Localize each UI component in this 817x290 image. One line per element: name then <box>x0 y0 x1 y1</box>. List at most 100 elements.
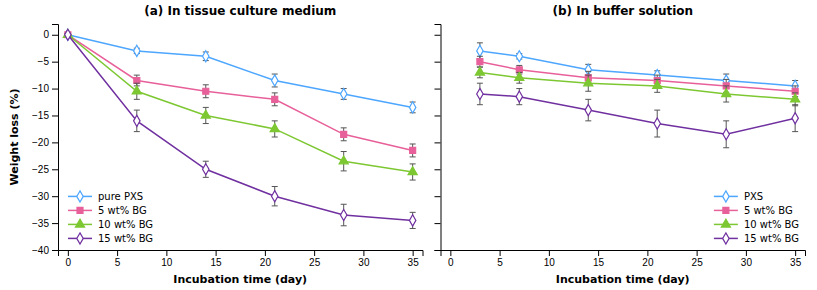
tick: −20 <box>32 137 58 148</box>
axis-line <box>441 251 806 257</box>
tick-label: 35 <box>408 257 420 268</box>
tick <box>435 223 441 224</box>
error-bar <box>272 74 278 87</box>
point <box>272 191 278 202</box>
point <box>585 105 591 116</box>
tick-mark <box>117 250 118 256</box>
point <box>340 209 346 220</box>
tick-mark <box>52 142 58 143</box>
tick-mark <box>435 223 441 224</box>
legend-entry: 15 wt% BG <box>714 233 799 244</box>
tick: 0 <box>448 250 454 268</box>
legend-marker <box>723 233 729 244</box>
line <box>68 35 413 108</box>
tick: −30 <box>32 191 58 202</box>
tick-label: 30 <box>741 257 753 268</box>
series <box>475 67 799 106</box>
tick-mark <box>166 250 167 256</box>
legend-label: 15 wt% BG <box>744 233 799 244</box>
series <box>477 83 799 148</box>
tick-label: −20 <box>32 137 49 148</box>
x-axis-label: Incubation time (day) <box>173 273 307 286</box>
tick-label: 0 <box>66 257 72 268</box>
point <box>410 147 416 153</box>
legend: PXS5 wt% BG10 wt% BG15 wt% BG <box>714 191 799 244</box>
tick: 35 <box>790 250 802 268</box>
point <box>653 81 662 89</box>
error-bar <box>134 110 140 132</box>
point <box>65 29 71 40</box>
chart: 051015202530350−5−10−15−20−25−30−35−40(a… <box>0 0 817 290</box>
tick-label: −30 <box>32 191 49 202</box>
legend-entry: 10 wt% BG <box>68 219 153 230</box>
tick: 20 <box>260 250 272 268</box>
error-bar <box>341 128 347 141</box>
tick-mark <box>52 89 58 90</box>
error-bar <box>477 83 483 105</box>
legend-label: PXS <box>744 191 763 202</box>
tick-mark <box>549 250 550 256</box>
tick-mark <box>435 89 441 90</box>
series <box>63 29 417 180</box>
tick: −10 <box>32 83 58 94</box>
tick-mark <box>435 250 441 251</box>
plot-area <box>475 43 799 148</box>
tick-mark <box>52 223 58 224</box>
point <box>134 45 140 56</box>
tick-mark <box>413 250 414 256</box>
tick-mark <box>435 115 441 116</box>
tick-label: 10 <box>544 257 556 268</box>
line <box>68 35 413 221</box>
tick-mark <box>52 35 58 36</box>
legend-marker <box>75 219 84 227</box>
tick: −35 <box>32 218 58 229</box>
tick-mark <box>435 142 441 143</box>
legend-marker <box>77 191 83 202</box>
title: (a) In tissue culture medium <box>144 4 336 18</box>
error-bar <box>272 187 278 206</box>
point <box>515 73 524 81</box>
point <box>408 167 417 175</box>
tick: 15 <box>593 250 605 268</box>
tick-mark <box>52 196 58 197</box>
point <box>272 75 278 86</box>
tick: 0 <box>43 29 58 40</box>
legend-entry: pure PXS <box>68 191 143 202</box>
tick <box>435 196 441 197</box>
legend-label: 10 wt% BG <box>98 219 153 230</box>
tick-label: 35 <box>790 257 802 268</box>
legend-label: 15 wt% BG <box>98 233 153 244</box>
tick-label: −15 <box>32 110 49 121</box>
point <box>339 156 348 164</box>
error-bar <box>654 110 660 137</box>
point <box>475 67 484 75</box>
point <box>477 45 483 56</box>
tick-label: 25 <box>692 257 704 268</box>
tick: −15 <box>32 110 58 121</box>
legend-entry: 5 wt% BG <box>714 205 793 216</box>
tick-mark <box>500 250 501 256</box>
error-bar <box>203 161 209 177</box>
point <box>203 88 209 94</box>
tick <box>435 35 441 36</box>
series <box>65 29 416 113</box>
tick-label: 20 <box>642 257 654 268</box>
tick <box>435 142 441 143</box>
point <box>409 215 415 226</box>
point <box>341 131 347 137</box>
panel: 051015202530350−5−10−15−20−25−30−35−40(a… <box>8 4 423 286</box>
plot-area <box>63 29 417 228</box>
tick: −40 <box>32 245 58 256</box>
tick-mark <box>314 250 315 256</box>
error-bar <box>792 105 798 132</box>
tick <box>435 250 441 251</box>
tick-label: 15 <box>593 257 605 268</box>
error-bar <box>410 102 416 113</box>
axis-line <box>52 25 59 251</box>
y-axis <box>435 25 442 251</box>
point <box>134 115 140 126</box>
point <box>654 118 660 129</box>
tick-mark <box>265 250 266 256</box>
tick-label: 5 <box>497 257 503 268</box>
line <box>480 94 795 134</box>
